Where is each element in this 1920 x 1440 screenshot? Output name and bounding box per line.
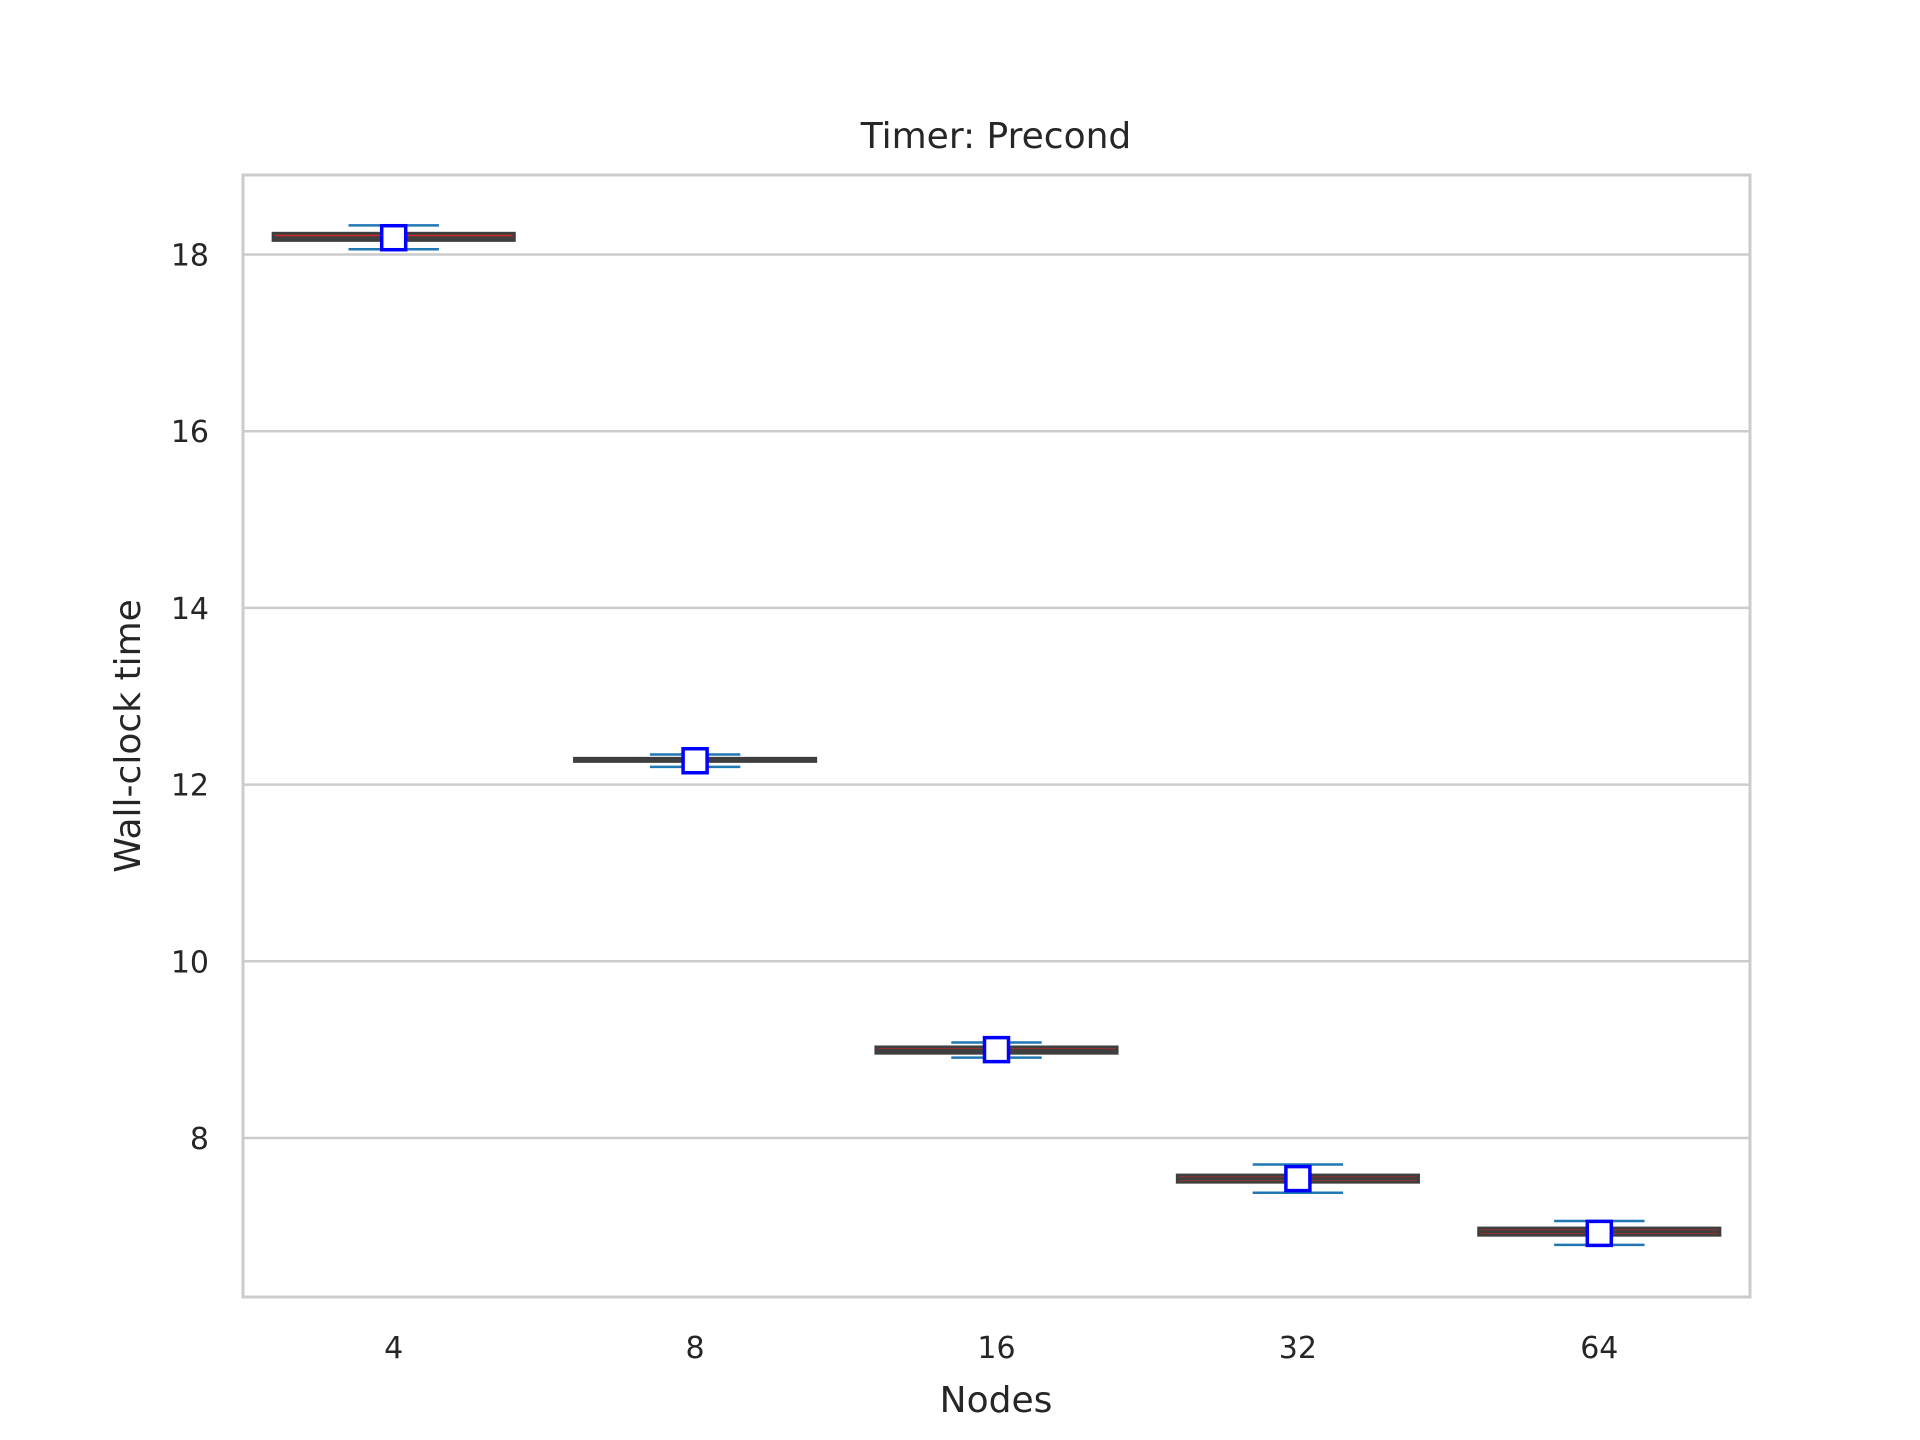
y-tick-label-8: 8 <box>190 1122 209 1157</box>
box-32 <box>1175 1163 1420 1195</box>
y-tick-labels: 8 10 12 14 16 18 <box>171 239 209 1157</box>
y-axis-label: Wall-clock time <box>108 599 149 873</box>
mean-marker-8 <box>681 746 709 775</box>
y-tick-label-16: 16 <box>171 415 209 450</box>
box-16 <box>874 1035 1119 1064</box>
x-tick-label-8: 8 <box>686 1331 705 1366</box>
y-tick-label-14: 14 <box>171 592 209 627</box>
box-64 <box>1477 1219 1722 1248</box>
x-tick-label-16: 16 <box>977 1331 1015 1366</box>
x-tick-label-4: 4 <box>384 1331 403 1366</box>
mean-marker-4 <box>379 223 408 252</box>
mean-marker-32 <box>1284 1164 1312 1193</box>
x-axis-label: Nodes <box>940 1380 1053 1421</box>
box-4 <box>271 223 516 252</box>
y-tick-label-10: 10 <box>171 945 209 980</box>
y-tick-label-12: 12 <box>171 769 209 804</box>
x-tick-label-64: 64 <box>1580 1331 1618 1366</box>
y-grid-lines <box>243 253 1750 1140</box>
mean-marker-16 <box>982 1035 1011 1064</box>
plot-frame <box>241 173 1752 1299</box>
boxes-layer <box>271 223 1722 1248</box>
box-8 <box>573 746 818 775</box>
chart-title: Timer: Precond <box>860 116 1132 157</box>
x-tick-labels: 4 8 16 32 64 <box>384 1331 1618 1366</box>
mean-marker-64 <box>1585 1219 1614 1248</box>
x-tick-label-32: 32 <box>1279 1331 1317 1366</box>
y-tick-label-18: 18 <box>171 239 209 274</box>
